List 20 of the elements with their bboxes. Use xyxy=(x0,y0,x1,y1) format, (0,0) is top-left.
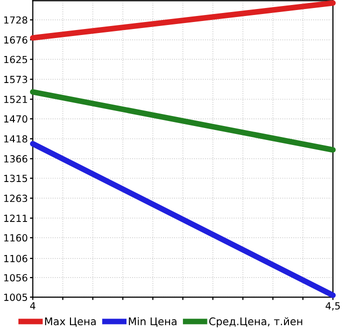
y-tick-label: 1728 xyxy=(4,16,28,24)
x-tick-label: 4 xyxy=(30,302,36,310)
y-tick-label: 1470 xyxy=(4,115,28,123)
y-tick-label: 1418 xyxy=(4,135,28,143)
y-tick-label: 1521 xyxy=(4,96,28,104)
y-tick-label: 1366 xyxy=(4,155,28,163)
y-tick-label: 1005 xyxy=(4,294,28,301)
x-tick-label: 4,5 xyxy=(326,302,340,311)
y-tick-label: 1676 xyxy=(4,36,28,44)
legend-label: Max Цена xyxy=(45,318,96,327)
y-tick-label: 1573 xyxy=(4,76,28,84)
y-tick-label: 1160 xyxy=(4,234,28,242)
y-tick-label: 1263 xyxy=(4,194,28,202)
y-tick-label: 1056 xyxy=(4,274,28,282)
y-tick-label: 1211 xyxy=(4,214,28,222)
y-tick-label: 1625 xyxy=(4,56,28,64)
legend-label: Min Цена xyxy=(128,317,176,327)
y-tick-label: 1315 xyxy=(4,174,28,182)
y-tick-label: 1106 xyxy=(4,254,28,262)
legend-label: Сред.Цена, т.йен xyxy=(209,317,302,328)
